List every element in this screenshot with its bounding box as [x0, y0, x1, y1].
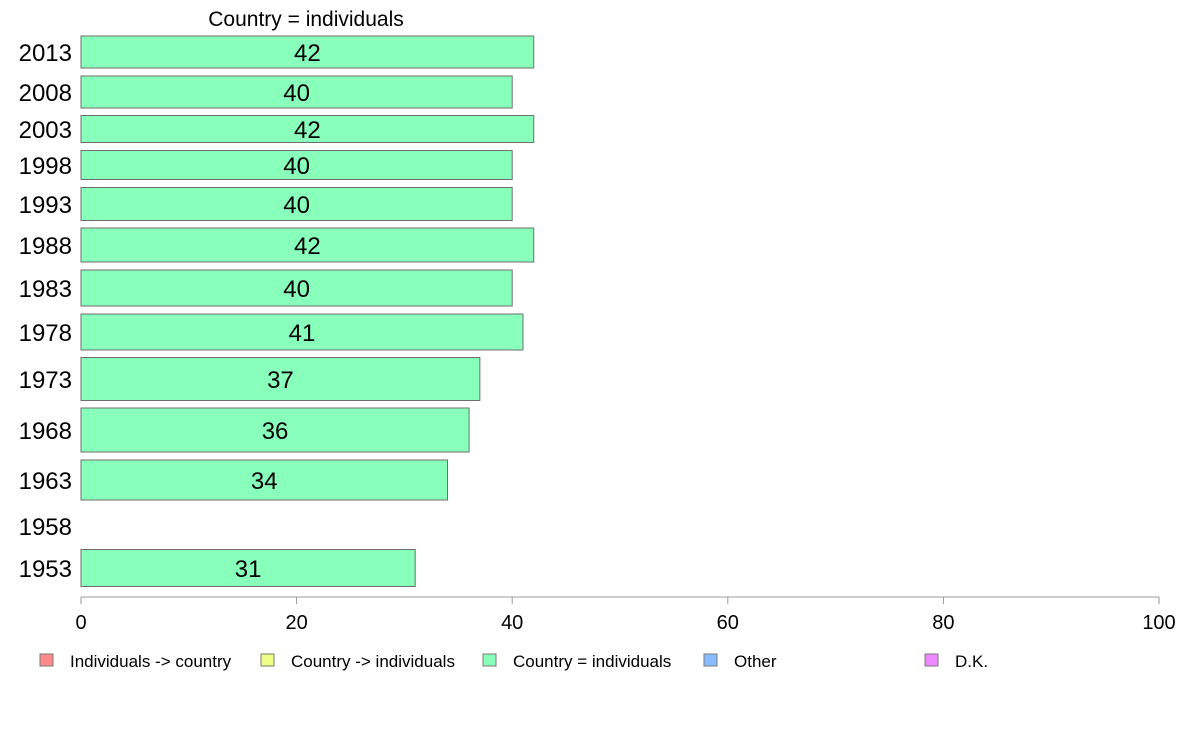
chart-title: Country = individuals: [208, 8, 404, 31]
data-label: 40: [283, 80, 310, 107]
data-label: 40: [283, 276, 310, 303]
category-label: 1973: [19, 367, 72, 394]
bars-group: 2013 42 2008 40 2003 42 1998 40 1993 40 1988 42 1983…: [19, 35, 535, 587]
category-label: 1963: [19, 468, 72, 495]
x-tick-label: 20: [285, 612, 307, 634]
x-tick-label: 80: [932, 612, 954, 634]
category-label: 1998: [19, 153, 72, 180]
x-tick-label: 40: [501, 612, 523, 634]
data-label: 42: [294, 233, 321, 260]
bar: [80, 549, 416, 587]
category-label: 1953: [19, 556, 72, 583]
bar: [80, 187, 513, 221]
bar: [80, 357, 481, 401]
legend-label: Country = individuals: [513, 652, 671, 671]
category-label: 1968: [19, 418, 72, 445]
bar: [80, 35, 535, 69]
x-tick-label: 100: [1142, 612, 1175, 634]
legend-swatch: [39, 653, 54, 667]
data-label: 42: [294, 117, 321, 144]
category-label: 1978: [19, 320, 72, 347]
bar: [80, 313, 524, 351]
legend-label: D.K.: [955, 652, 988, 671]
category-label: 1983: [19, 276, 72, 303]
x-tick-label: 0: [75, 612, 86, 634]
bar: [80, 407, 470, 453]
category-label: 2003: [19, 117, 72, 144]
category-label: 1993: [19, 192, 72, 219]
category-label: 1988: [19, 233, 72, 260]
data-label: 34: [251, 468, 278, 495]
legend-label: Individuals -> country: [70, 652, 232, 671]
data-label: 42: [294, 40, 321, 67]
legend-swatch: [482, 653, 497, 667]
bar: [80, 459, 449, 501]
x-tick-label: 60: [717, 612, 739, 634]
legend-label: Country -> individuals: [291, 652, 455, 671]
bar: [80, 227, 535, 263]
legend-swatch: [924, 653, 939, 667]
bar: [80, 150, 513, 180]
category-label: 1958: [19, 514, 72, 541]
x-axis: 0 20 40 60 80 100: [75, 596, 1176, 634]
data-label: 31: [235, 556, 262, 583]
data-label: 36: [262, 418, 289, 445]
data-label: 40: [283, 192, 310, 219]
data-label: 40: [283, 153, 310, 180]
legend-swatch: [260, 653, 275, 667]
data-label: 41: [289, 320, 316, 347]
bar: [80, 75, 513, 109]
legend-label: Other: [734, 652, 777, 671]
bar: [80, 115, 535, 143]
legend-swatch: [703, 653, 718, 667]
legend: Individuals -> country Country -> individ…: [39, 652, 988, 671]
category-label: 2008: [19, 80, 72, 107]
bar: [80, 269, 513, 307]
data-label: 37: [267, 367, 294, 394]
category-label: 2013: [19, 40, 72, 67]
